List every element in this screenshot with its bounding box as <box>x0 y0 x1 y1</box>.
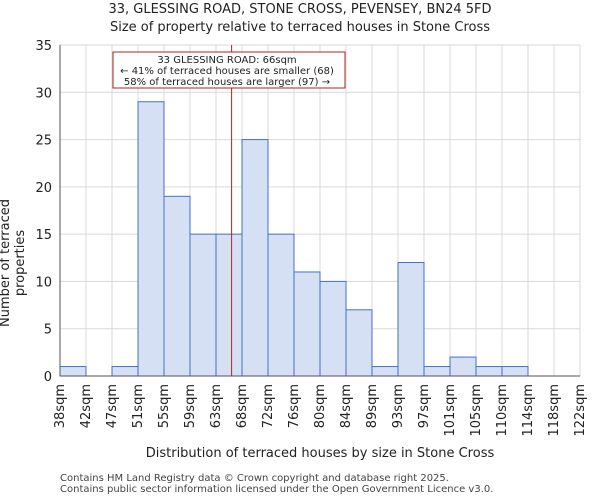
annotation-line: ← 41% of terraced houses are smaller (68… <box>120 66 334 77</box>
x-tick-label: 114sqm <box>521 384 536 437</box>
y-tick-label: 15 <box>35 228 52 243</box>
bar-97sqm <box>423 366 451 377</box>
x-tick-label: 122sqm <box>573 384 588 437</box>
x-tick-label: 51sqm <box>131 384 146 428</box>
footer-licence: Contains public sector information licen… <box>60 484 494 495</box>
x-tick-label: 110sqm <box>495 384 510 437</box>
bar-80sqm <box>319 280 347 377</box>
x-tick-label: 84sqm <box>339 384 354 428</box>
bar-59sqm <box>189 233 217 377</box>
bar-84sqm <box>345 309 373 377</box>
annotation-box <box>112 51 346 89</box>
bar-51sqm <box>137 101 165 377</box>
bar-101sqm <box>449 356 477 377</box>
bar-47sqm <box>111 366 139 377</box>
y-tick-label: 10 <box>35 275 52 290</box>
bar-38sqm <box>59 366 87 377</box>
y-tick-label: 0 <box>44 370 52 385</box>
bar-93sqm <box>397 262 425 377</box>
x-tick-label: 42sqm <box>79 384 94 428</box>
bar-55sqm <box>163 195 191 377</box>
y-tick-label: 5 <box>44 323 52 338</box>
bar-89sqm <box>371 366 399 377</box>
x-tick-label: 59sqm <box>183 384 198 428</box>
y-tick-label: 30 <box>35 86 52 101</box>
chart-title: Size of property relative to terraced ho… <box>109 20 491 35</box>
annotation-line: 33 GLESSING ROAD: 66sqm <box>157 55 296 66</box>
annotation-line: 58% of terraced houses are larger (97) → <box>124 77 330 88</box>
bar-110sqm <box>501 366 529 377</box>
bar-68sqm <box>241 139 269 377</box>
bar-105sqm <box>475 366 503 377</box>
x-tick-label: 47sqm <box>105 384 120 428</box>
x-tick-label: 105sqm <box>469 384 484 437</box>
x-axis-label: Distribution of terraced houses by size … <box>145 446 495 461</box>
x-tick-label: 93sqm <box>391 384 406 428</box>
x-tick-label: 76sqm <box>287 384 302 428</box>
x-tick-label: 38sqm <box>53 384 68 428</box>
bar-72sqm <box>267 233 295 377</box>
x-tick-label: 89sqm <box>365 384 380 428</box>
x-tick-label: 72sqm <box>261 384 276 428</box>
bar-76sqm <box>293 271 321 377</box>
x-tick-label: 80sqm <box>313 384 328 428</box>
x-tick-label: 97sqm <box>417 384 432 428</box>
y-axis-label: Number of terraced properties <box>0 199 28 327</box>
x-tick-label: 68sqm <box>235 384 250 428</box>
y-tick-label: 20 <box>35 181 52 196</box>
y-tick-label: 35 <box>35 39 52 54</box>
x-tick-label: 63sqm <box>209 384 224 428</box>
footer-copyright: Contains HM Land Registry data © Crown c… <box>60 473 449 484</box>
x-tick-label: 118sqm <box>547 384 562 437</box>
x-tick-label: 101sqm <box>443 384 458 437</box>
bar-63sqm <box>215 233 243 377</box>
x-tick-label: 55sqm <box>157 384 172 428</box>
y-tick-label: 25 <box>35 134 52 149</box>
chart-title-address: 33, GLESSING ROAD, STONE CROSS, PEVENSEY… <box>108 2 492 17</box>
